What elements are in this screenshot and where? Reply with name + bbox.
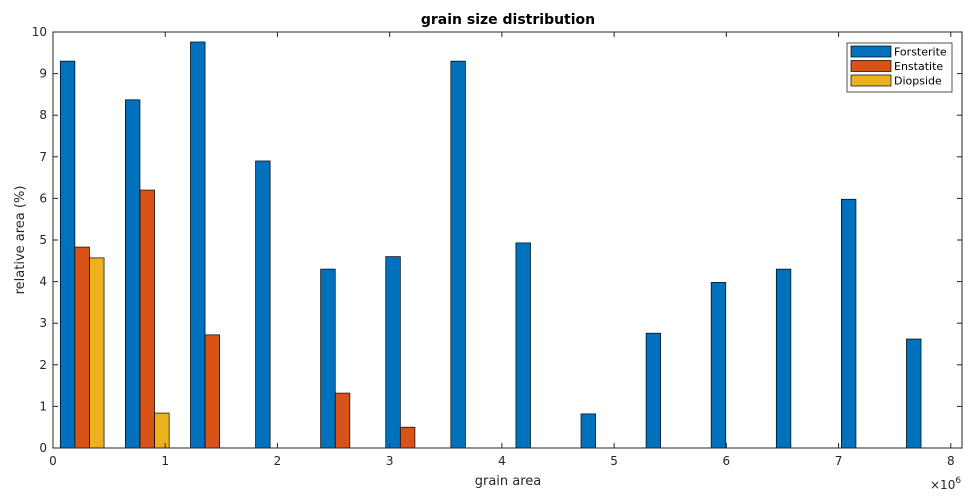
- y-tick-label: 6: [39, 191, 47, 205]
- bar-forsterite-8: [580, 413, 596, 449]
- bar-forsterite-10: [710, 282, 727, 449]
- bar-forsterite-11: [775, 268, 792, 449]
- y-tick-label: 7: [39, 150, 47, 164]
- y-tick-label: 1: [39, 399, 47, 413]
- bar-enstatite-2: [204, 334, 221, 449]
- bar-forsterite-13: [906, 338, 922, 449]
- x-tick-label: 5: [610, 454, 618, 468]
- x-tick-label: 6: [723, 454, 731, 468]
- x-tick-label: 4: [498, 454, 506, 468]
- x-tick-label: 1: [161, 454, 169, 468]
- y-tick-label: 3: [39, 316, 47, 330]
- x-axis-ticks: 0 1 2 3 4 5 6 7 8: [49, 32, 955, 468]
- chart-title: grain size distribution: [421, 12, 595, 28]
- bar-enstatite-0: [74, 246, 90, 449]
- x-axis-multiplier-base: ×10: [930, 478, 955, 492]
- bars-group: [59, 41, 922, 449]
- bar-forsterite-6: [450, 60, 466, 449]
- legend-label-forsterite: Forsterite: [894, 46, 947, 59]
- legend-swatch-enstatite: [850, 60, 892, 72]
- x-tick-label: 2: [274, 454, 282, 468]
- bar-forsterite-9: [645, 332, 662, 449]
- bar-enstatite-1: [139, 189, 155, 449]
- x-axis-multiplier-exponent: 6: [955, 476, 961, 486]
- y-tick-label: 9: [39, 67, 47, 81]
- bar-forsterite-1: [125, 99, 141, 449]
- x-axis-multiplier: ×106: [930, 476, 961, 492]
- y-tick-label: 10: [32, 25, 47, 39]
- y-tick-label: 5: [39, 233, 47, 247]
- x-tick-label: 3: [386, 454, 394, 468]
- x-tick-label: 7: [835, 454, 843, 468]
- bar-enstatite-5: [399, 426, 416, 449]
- y-tick-label: 2: [39, 358, 47, 372]
- y-tick-label: 4: [39, 275, 47, 289]
- y-axis-title: relative area (%): [13, 186, 28, 295]
- bar-forsterite-3: [255, 160, 271, 449]
- bar-forsterite-7: [515, 242, 531, 449]
- y-axis-ticks: 0 1 2 3 4 5 6 7 8 9 10: [32, 25, 962, 455]
- bar-diopside-1: [154, 412, 170, 449]
- x-tick-label: 0: [49, 454, 57, 468]
- y-tick-label: 8: [39, 108, 47, 122]
- bar-forsterite-5: [385, 256, 401, 449]
- bar-forsterite-4: [320, 268, 336, 449]
- plot-area: [53, 32, 962, 448]
- bar-enstatite-4: [334, 392, 351, 449]
- bar-forsterite-12: [841, 198, 857, 449]
- legend-swatch-forsterite: [850, 45, 892, 58]
- bar-diopside-0: [89, 257, 105, 449]
- y-tick-label: 0: [39, 441, 47, 455]
- x-tick-label: 8: [947, 454, 955, 468]
- legend-label-diopside: Diopside: [894, 75, 942, 88]
- x-axis-title: grain area: [475, 474, 542, 489]
- legend-swatch-diopside: [850, 74, 892, 87]
- bar-forsterite-0: [59, 60, 76, 449]
- bar-forsterite-2: [190, 41, 206, 449]
- legend-label-enstatite: Enstatite: [894, 60, 943, 73]
